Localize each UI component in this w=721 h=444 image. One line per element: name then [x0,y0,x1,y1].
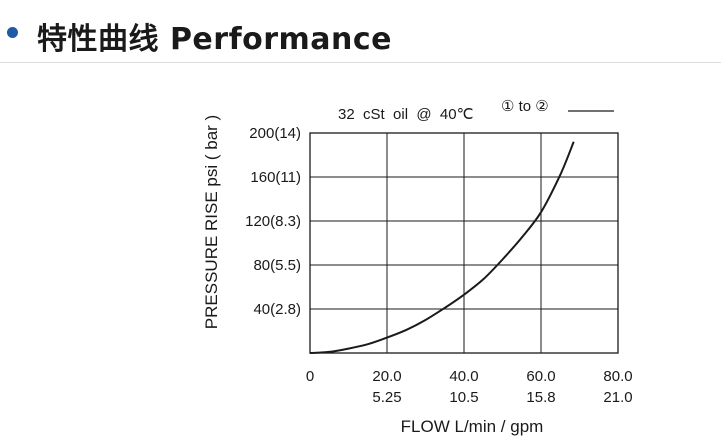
flow-direction-label: ① to ② [501,98,549,115]
plot-frame [309,132,619,354]
x-tick-labels: 0 20.0 5.25 40.0 10.5 60.0 15.8 80.0 21.0 [306,368,633,406]
y-tick-label: 120(8.3) [245,213,301,230]
header-divider [0,62,721,63]
fluid-condition-label: 32 cSt oil @ 40℃ [338,106,473,123]
x-tick-label: 20.0 [372,368,401,385]
y-tick-label: 80(5.5) [253,257,301,274]
bullet-icon [7,27,18,38]
x-tick-label: 0 [306,368,314,385]
page-title: 特性曲线 Performance [37,22,393,57]
x-tick-label-gpm: 15.8 [526,389,555,406]
page-header: 特性曲线 Performance [0,0,721,60]
y-axis-label: PRESSURE RISE psi ( bar ) [202,115,221,329]
x-tick-label: 60.0 [526,368,555,385]
x-tick-label: 40.0 [449,368,478,385]
y-tick-label: 160(11) [250,169,301,186]
x-tick-label-gpm: 21.0 [603,389,632,406]
performance-curve [309,141,575,354]
x-tick-label-gpm: 5.25 [372,389,401,406]
y-tick-label: 200(14) [249,125,301,142]
y-tick-labels: 40(2.8) 80(5.5) 120(8.3) 160(11) 200(14) [245,125,301,318]
y-tick-label: 40(2.8) [253,301,301,318]
x-tick-label-gpm: 10.5 [449,389,478,406]
x-tick-label: 80.0 [603,368,632,385]
chart-grid [310,133,618,353]
x-axis-label: FLOW L/min / gpm [401,417,544,436]
